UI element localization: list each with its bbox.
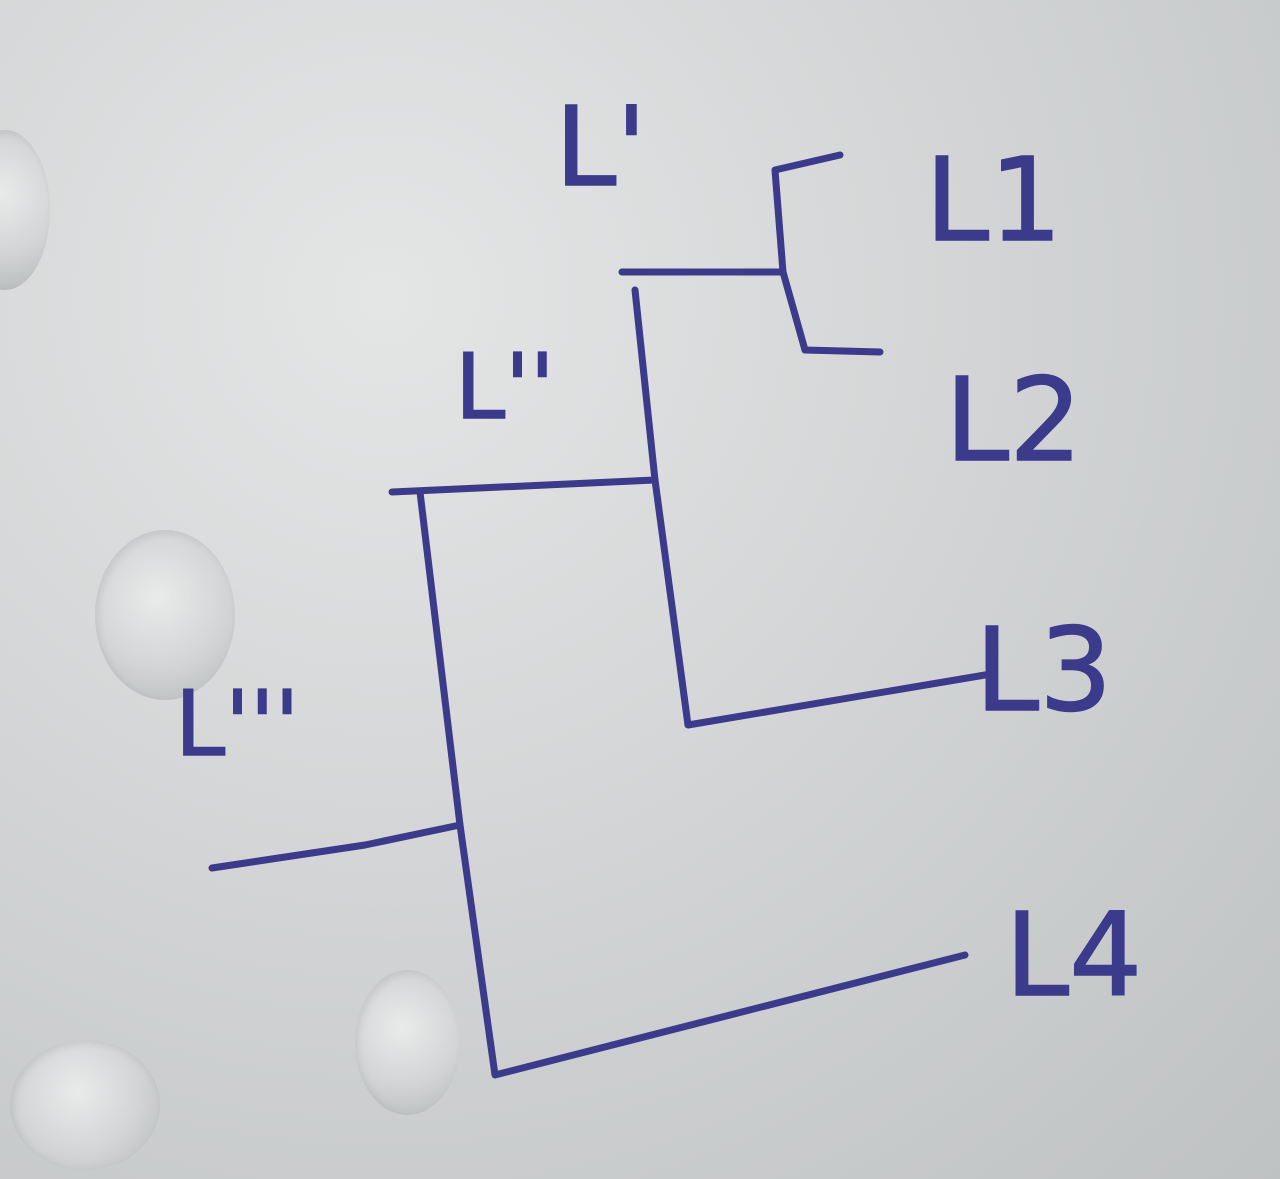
stem-l-triple-prime bbox=[208, 821, 464, 872]
stem-l-double-prime bbox=[388, 476, 659, 496]
punch-hole-middle bbox=[95, 530, 235, 700]
leaf-label-l2: L2 bbox=[945, 354, 1082, 488]
leaf-label-l3: L3 bbox=[975, 604, 1112, 738]
node-label-l-double-prime: L'' bbox=[455, 335, 555, 440]
punch-hole-bottom bbox=[355, 970, 460, 1115]
punch-hole-corner bbox=[10, 1040, 160, 1170]
branch-l1 bbox=[771, 151, 844, 276]
branch-l-prime bbox=[631, 286, 659, 484]
branch-l4 bbox=[456, 821, 969, 1079]
branch-l-double-prime bbox=[416, 488, 464, 829]
branch-l2 bbox=[779, 268, 884, 356]
branch-l3 bbox=[651, 476, 989, 729]
leaf-label-l1: L1 bbox=[925, 134, 1062, 268]
node-label-l-prime: L' bbox=[555, 83, 647, 211]
node-label-l-triple-prime: L''' bbox=[175, 672, 299, 777]
leaf-label-l4: L4 bbox=[1005, 889, 1142, 1023]
